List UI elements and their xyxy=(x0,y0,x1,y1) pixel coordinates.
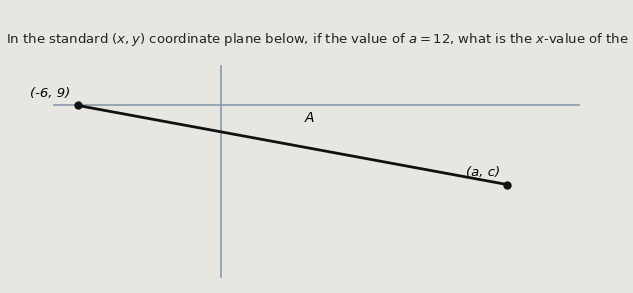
Text: In the standard $(x, y)$ coordinate plane below, if the value of $a = 12$, what : In the standard $(x, y)$ coordinate plan… xyxy=(6,31,633,48)
Text: (a, c): (a, c) xyxy=(466,166,500,179)
Text: A: A xyxy=(304,111,314,125)
Text: (-6, 9): (-6, 9) xyxy=(30,87,71,100)
